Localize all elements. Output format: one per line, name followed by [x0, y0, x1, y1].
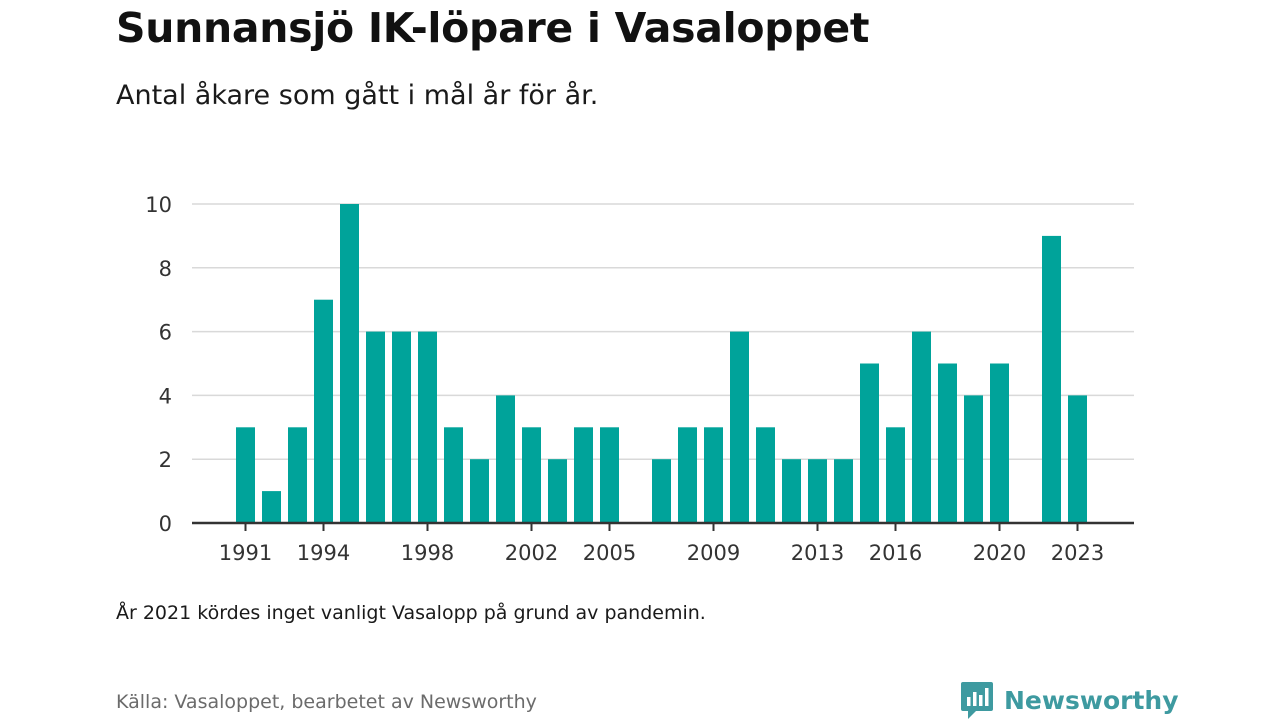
footnote: År 2021 kördes inget vanligt Vasalopp på…: [116, 602, 706, 624]
bar: [288, 427, 307, 523]
chart-title: Sunnansjö IK-löpare i Vasaloppet: [116, 4, 870, 52]
bar: [522, 427, 541, 523]
y-tick-label: 6: [159, 321, 172, 345]
x-tick-label: 2005: [583, 541, 636, 565]
bar: [782, 459, 801, 523]
bar: [366, 331, 385, 523]
y-tick-label: 2: [159, 448, 172, 472]
bar: [938, 363, 957, 523]
x-tick-label: 2020: [973, 541, 1026, 565]
x-tick-label: 2002: [505, 541, 558, 565]
x-tick-label: 2023: [1051, 541, 1104, 565]
bar: [548, 459, 567, 523]
bar: [704, 427, 723, 523]
bar: [834, 459, 853, 523]
bar: [574, 427, 593, 523]
bar: [1042, 235, 1061, 523]
x-tick-label: 1994: [297, 541, 350, 565]
x-tick-label: 2009: [687, 541, 740, 565]
bar: [392, 331, 411, 523]
y-tick-label: 4: [159, 384, 172, 408]
x-tick-label: 2013: [791, 541, 844, 565]
bar: [262, 491, 281, 523]
brand-name: Newsworthy: [1004, 685, 1179, 715]
bar: [808, 459, 827, 523]
bar: [600, 427, 619, 523]
newsworthy-logo: Newsworthy: [960, 680, 1179, 720]
bar: [678, 427, 697, 523]
y-tick-label: 8: [159, 257, 172, 281]
y-tick-label: 0: [159, 512, 172, 536]
bar: [340, 204, 359, 523]
bar: [912, 331, 931, 523]
bar: [886, 427, 905, 523]
y-tick-label: 10: [145, 193, 172, 217]
x-tick-label: 1998: [401, 541, 454, 565]
x-tick-label: 2016: [869, 541, 922, 565]
bar: [496, 395, 515, 523]
bar: [964, 395, 983, 523]
bar: [652, 459, 671, 523]
bar: [470, 459, 489, 523]
source-credit: Källa: Vasaloppet, bearbetet av Newswort…: [116, 691, 537, 713]
chart-subtitle: Antal åkare som gått i mål år för år.: [116, 80, 599, 111]
bar: [418, 331, 437, 523]
bar: [860, 363, 879, 523]
bar: [1068, 395, 1087, 523]
bar: [236, 427, 255, 523]
bar: [756, 427, 775, 523]
newsworthy-logo-icon: [961, 682, 993, 719]
bar: [444, 427, 463, 523]
bar: [990, 363, 1009, 523]
x-tick-label: 1991: [219, 541, 272, 565]
bar: [314, 299, 333, 523]
bar: [730, 331, 749, 523]
